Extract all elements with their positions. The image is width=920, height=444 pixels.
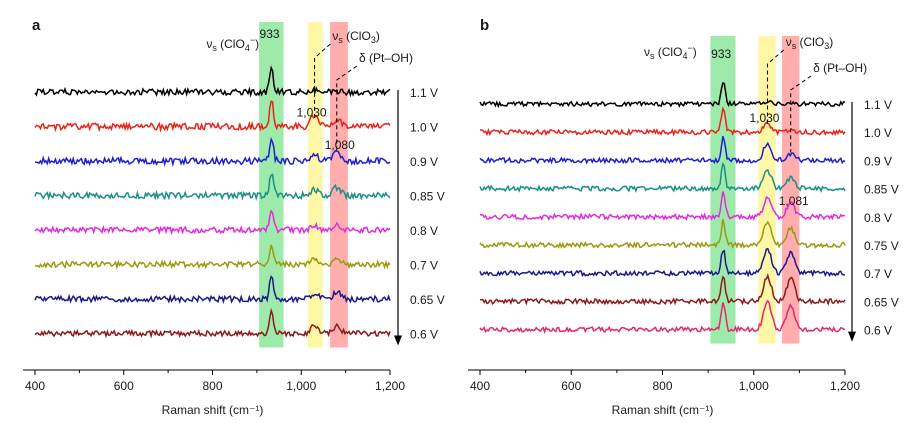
potential-label: 0.9 V xyxy=(864,154,892,168)
peak-value-label: 1,030 xyxy=(749,111,779,125)
potential-label: 0.65 V xyxy=(864,295,899,309)
spectrum-1p0V xyxy=(479,106,846,137)
x-axis-label: Raman shift (cm⁻¹) xyxy=(162,403,264,417)
spectrum-0p9V xyxy=(479,135,846,165)
x-axis-label: Raman shift (cm⁻¹) xyxy=(612,403,714,417)
spectrum-0p75V xyxy=(479,218,846,250)
annotation-label: δ (Pt–OH) xyxy=(359,51,413,65)
annotation-leader xyxy=(790,75,812,153)
spectrum-1p0V xyxy=(34,100,391,133)
panel-label: a xyxy=(32,17,41,34)
potential-label: 1.0 V xyxy=(410,121,438,135)
spectrum-0p8V xyxy=(479,191,846,221)
x-tick-label: 800 xyxy=(202,379,222,393)
annotation-label: νs (ClO4−) xyxy=(206,35,259,53)
annotation-label: νs (ClO3) xyxy=(786,35,834,51)
x-tick-label: 600 xyxy=(561,379,581,393)
peak-value-label: 1,030 xyxy=(297,106,327,120)
potential-label: 0.9 V xyxy=(410,155,438,169)
potential-label: 0.6 V xyxy=(410,328,438,342)
potential-label: 0.8 V xyxy=(410,224,438,238)
highlight-band-2 xyxy=(307,22,323,348)
potential-label: 0.85 V xyxy=(410,190,445,204)
annotation-label: δ (Pt–OH) xyxy=(813,61,867,75)
potential-label: 0.8 V xyxy=(864,211,892,225)
annotation-leader xyxy=(766,49,785,125)
annotation-leader xyxy=(314,43,331,119)
spectrum-0p85V xyxy=(34,173,391,201)
panel-label: b xyxy=(480,17,489,34)
annotation-label: νs (ClO4−) xyxy=(644,43,697,61)
potential-label: 1.0 V xyxy=(864,126,892,140)
arrow-head xyxy=(394,335,402,346)
potential-label: 1.1 V xyxy=(410,86,438,100)
x-tick-label: 800 xyxy=(652,379,672,393)
spectrum-0p65V xyxy=(34,275,391,305)
x-tick-label: 1,000 xyxy=(286,379,316,393)
potential-label: 0.6 V xyxy=(864,324,892,338)
potential-label: 0.85 V xyxy=(864,183,899,197)
x-tick-label: 1,200 xyxy=(830,379,860,393)
x-tick-label: 400 xyxy=(470,379,490,393)
potential-label: 1.1 V xyxy=(864,98,892,112)
peak-value-label: 933 xyxy=(260,27,280,41)
potential-label: 0.75 V xyxy=(864,239,899,253)
potential-label: 0.7 V xyxy=(864,267,892,281)
potential-label: 0.7 V xyxy=(410,259,438,273)
spectrum-0p8V xyxy=(34,209,391,236)
panel-a: 1.1 V 1.0 V 1,030 0.9 V 1,080 0.85 V 0.8 V 0.7 … xyxy=(23,17,445,417)
arrow-head xyxy=(848,331,856,342)
highlight-band-2 xyxy=(758,36,776,344)
highlight-band-1 xyxy=(710,36,736,344)
spectrum-0p7V xyxy=(479,247,846,278)
annotation-label: νs (ClO3) xyxy=(332,29,380,45)
peak-value-label: 933 xyxy=(711,47,731,61)
x-tick-label: 1,200 xyxy=(375,379,405,393)
spectrum-0p6V xyxy=(34,307,391,339)
spectrum-0p85V xyxy=(479,161,846,194)
spectrum-1p1V xyxy=(479,82,846,109)
x-tick-label: 400 xyxy=(25,379,45,393)
spectrum-0p7V xyxy=(34,244,391,271)
spectrum-0p9V xyxy=(34,137,391,167)
potential-label: 0.65 V xyxy=(410,293,445,307)
highlight-band-3 xyxy=(330,22,348,348)
panel-b: 1.1 V 1.0 V 1,030 0.9 V 0.85 V 0.8 V 1,081 0.75… xyxy=(468,17,899,417)
spectrum-1p1V xyxy=(34,65,391,98)
x-tick-label: 600 xyxy=(114,379,134,393)
spectrum-0p6V xyxy=(479,299,846,335)
annotation-leader xyxy=(336,65,358,153)
highlight-band-3 xyxy=(782,36,800,344)
peak-value-label: 1,081 xyxy=(779,194,809,208)
highlight-band-1 xyxy=(259,22,284,348)
x-tick-label: 1,000 xyxy=(739,379,769,393)
peak-value-label: 1,080 xyxy=(325,138,355,152)
spectrum-0p65V xyxy=(479,272,846,307)
